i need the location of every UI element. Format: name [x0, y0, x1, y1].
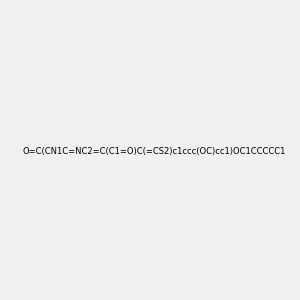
Text: O=C(CN1C=NC2=C(C1=O)C(=CS2)c1ccc(OC)cc1)OC1CCCCC1: O=C(CN1C=NC2=C(C1=O)C(=CS2)c1ccc(OC)cc1)…: [22, 147, 285, 156]
